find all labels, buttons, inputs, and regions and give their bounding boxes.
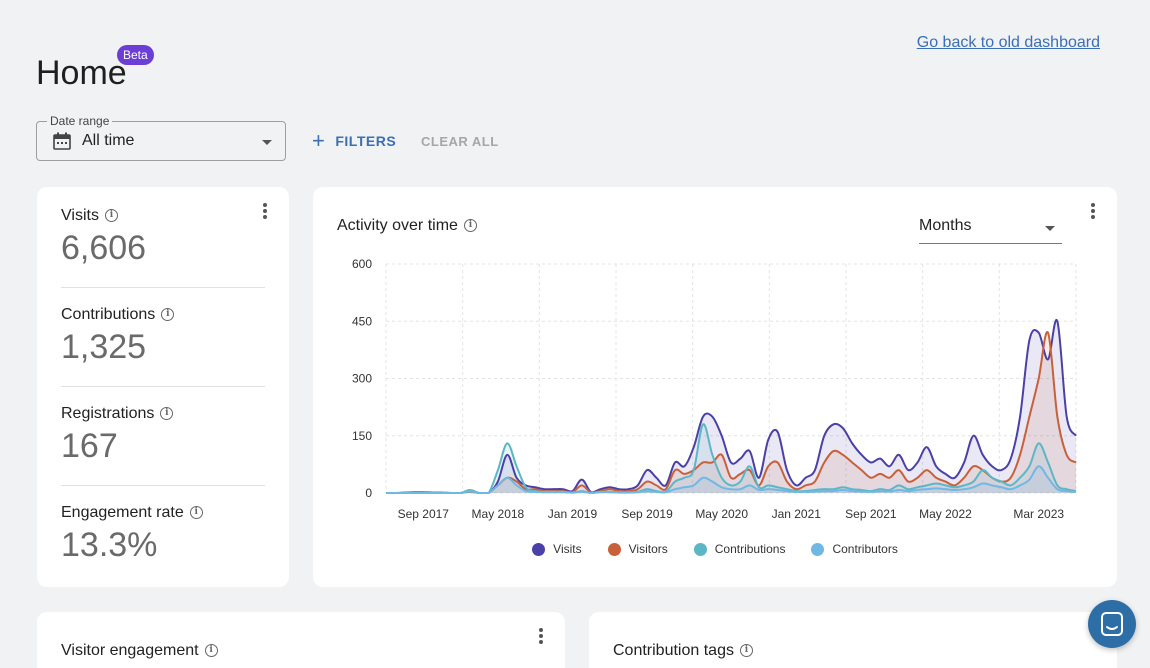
activity-title: Activity over time i — [337, 217, 477, 235]
series-line-contributors[interactable] — [386, 465, 1077, 495]
activity-card: Activity over time i Months 0 150 300 450 600… — [313, 187, 1117, 587]
y-tick-label: 300 — [352, 372, 372, 386]
legend-item-visits[interactable]: Visits — [532, 542, 582, 556]
stat-divider — [61, 485, 265, 486]
x-tick-label: May 2018 — [472, 507, 525, 521]
series-area-contributors — [386, 466, 1076, 493]
series-line-visits[interactable] — [386, 319, 1077, 494]
visitor-engagement-card: Visitor engagement i — [37, 612, 565, 668]
info-icon[interactable]: i — [189, 506, 203, 520]
x-tick-label: Sep 2021 — [845, 507, 897, 521]
activity-menu-icon[interactable] — [1091, 203, 1095, 219]
stat-label: Visits — [61, 207, 99, 224]
legend-label: Visitors — [628, 542, 668, 556]
y-tick-label: 0 — [365, 486, 372, 500]
info-icon[interactable]: i — [104, 209, 118, 223]
interval-value: Months — [919, 217, 972, 234]
series-area-visits — [386, 319, 1076, 493]
beta-badge: Beta — [117, 45, 154, 65]
stats-card: Visits i 6,606 Contributions i 1,325 Regis… — [37, 187, 289, 587]
stat-divider — [61, 386, 265, 387]
x-tick-label: Sep 2017 — [398, 507, 450, 521]
x-tick-label: Jan 2021 — [772, 507, 822, 521]
stat-engagement-rate: Engagement rate i 13.3% — [61, 504, 203, 565]
y-tick-label: 600 — [352, 257, 372, 271]
stat-divider — [61, 287, 265, 288]
activity-chart: 0 150 300 450 600 Sep 2017 May 2018 Jan 2019 Se… — [352, 257, 1077, 521]
activity-title-text: Activity over time — [337, 217, 458, 234]
stat-visits: Visits i 6,606 — [61, 207, 146, 268]
stat-value: 13.3% — [61, 526, 158, 564]
contribution-tags-card: Contribution tags i — [589, 612, 1117, 668]
stat-contributions: Contributions i 1,325 — [61, 306, 175, 367]
series-area-contributions — [386, 424, 1076, 493]
date-range-value: All time — [82, 132, 135, 149]
series-line-contributions[interactable] — [386, 423, 1077, 495]
old-dashboard-link[interactable]: Go back to old dashboard — [916, 34, 1100, 51]
interval-select[interactable]: Months — [919, 217, 1062, 244]
x-tick-label: May 2020 — [695, 507, 748, 521]
chart-legend: Visits Visitors Contributions Contributo… — [313, 542, 1117, 556]
x-tick-label: Jan 2019 — [548, 507, 598, 521]
filters-button[interactable]: + FILTERS — [312, 128, 397, 153]
info-icon[interactable]: i — [160, 407, 174, 421]
clear-all-button[interactable]: CLEAR ALL — [421, 134, 499, 149]
legend-item-contributors[interactable]: Contributors — [811, 542, 898, 556]
stat-label: Registrations — [61, 405, 155, 422]
legend-label: Visits — [553, 542, 582, 556]
y-tick-label: 150 — [352, 429, 372, 443]
info-icon[interactable]: i — [204, 644, 218, 658]
chevron-down-icon — [1045, 226, 1055, 231]
contribution-tags-title: Contribution tags i — [613, 642, 753, 660]
legend-label: Contributors — [832, 542, 898, 556]
chevron-down-icon — [262, 140, 272, 145]
plus-icon: + — [312, 128, 326, 153]
info-icon[interactable]: i — [739, 644, 753, 658]
visitor-engagement-title-text: Visitor engagement — [61, 642, 199, 659]
info-icon[interactable]: i — [463, 219, 477, 233]
y-tick-label: 450 — [352, 314, 372, 328]
x-tick-label: May 2022 — [919, 507, 972, 521]
chat-icon — [1101, 612, 1123, 636]
info-icon[interactable]: i — [161, 308, 175, 322]
visitor-engagement-title: Visitor engagement i — [61, 642, 218, 660]
legend-item-contributions[interactable]: Contributions — [693, 542, 786, 556]
page-title: Home — [36, 54, 127, 92]
date-range-select[interactable]: Date range All time — [36, 114, 286, 161]
stat-value: 167 — [61, 427, 118, 465]
chat-button[interactable] — [1088, 600, 1136, 648]
contribution-tags-title-text: Contribution tags — [613, 642, 734, 659]
stats-menu-icon[interactable] — [263, 203, 267, 219]
x-tick-label: Sep 2019 — [621, 507, 673, 521]
legend-label: Contributions — [714, 542, 786, 556]
calendar-icon — [53, 132, 71, 150]
visitor-engagement-menu-icon[interactable] — [539, 628, 543, 644]
stat-label: Engagement rate — [61, 504, 184, 521]
stat-value: 6,606 — [61, 229, 147, 267]
x-tick-label: Mar 2023 — [1013, 507, 1064, 521]
legend-item-visitors[interactable]: Visitors — [607, 542, 668, 556]
stat-value: 1,325 — [61, 328, 147, 366]
stat-label: Contributions — [61, 306, 156, 323]
stat-registrations: Registrations i 167 — [61, 405, 174, 466]
filters-label: FILTERS — [335, 133, 397, 149]
date-range-label: Date range — [47, 114, 113, 128]
